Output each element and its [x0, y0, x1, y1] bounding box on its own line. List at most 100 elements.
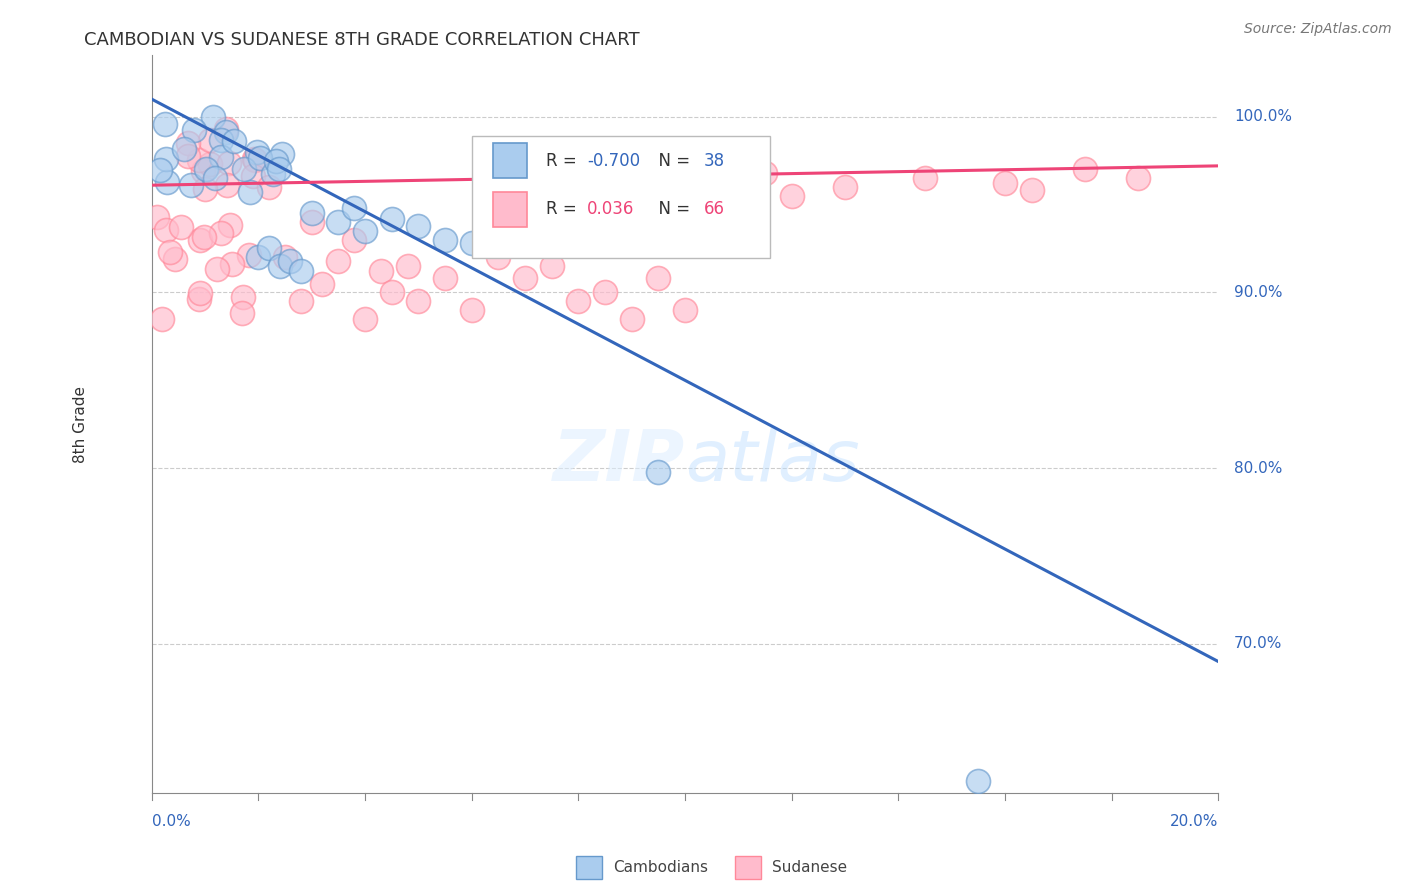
Point [204, 170, 226, 185]
Bar [494, 143, 527, 178]
Point [486, 250, 509, 264]
Point [257, 242, 280, 256]
Point [215, 122, 238, 136]
Point [381, 211, 404, 226]
Point [1128, 171, 1150, 186]
Point [198, 133, 221, 147]
Point [271, 147, 294, 161]
Point [673, 303, 696, 318]
Point [354, 311, 377, 326]
Point [242, 169, 264, 184]
Point [301, 215, 323, 229]
Point [647, 465, 669, 479]
Point [780, 188, 803, 202]
Point [460, 236, 482, 251]
Point [177, 136, 200, 150]
Point [274, 250, 297, 264]
Point [257, 180, 280, 194]
Point [620, 311, 643, 326]
Text: 66: 66 [704, 201, 725, 219]
Point [328, 215, 350, 229]
Point [159, 245, 181, 260]
Point [183, 123, 205, 137]
Point [215, 125, 238, 139]
Point [914, 171, 936, 186]
Text: 8th Grade: 8th Grade [73, 385, 87, 463]
Point [396, 259, 419, 273]
Point [218, 218, 240, 232]
Point [222, 134, 245, 148]
Point [187, 292, 209, 306]
Text: Sudanese: Sudanese [772, 861, 846, 875]
Point [343, 201, 366, 215]
Point [149, 163, 172, 178]
Point [370, 264, 392, 278]
Point [262, 167, 284, 181]
Text: 90.0%: 90.0% [1234, 285, 1282, 300]
Point [155, 223, 177, 237]
Point [209, 150, 232, 164]
Point [301, 206, 323, 220]
Point [188, 153, 211, 167]
Point [247, 250, 270, 264]
Point [513, 271, 536, 285]
Text: 0.036: 0.036 [586, 201, 634, 219]
Point [290, 294, 312, 309]
Point [209, 226, 232, 240]
Text: R =: R = [547, 201, 588, 219]
Point [193, 164, 215, 178]
Text: atlas: atlas [685, 426, 859, 496]
Point [188, 285, 211, 300]
Point [593, 285, 616, 300]
Point [156, 175, 179, 189]
Text: N =: N = [648, 201, 695, 219]
Point [246, 145, 269, 159]
Point [188, 233, 211, 247]
Point [180, 178, 202, 192]
Point [1074, 162, 1097, 177]
Point [540, 259, 562, 273]
Point [193, 230, 215, 244]
Point [278, 253, 301, 268]
Point [155, 116, 177, 130]
Text: 100.0%: 100.0% [1234, 109, 1292, 124]
Text: 70.0%: 70.0% [1234, 636, 1282, 651]
Point [165, 252, 187, 267]
Point [967, 774, 990, 789]
Point [406, 219, 429, 233]
Point [238, 248, 260, 262]
Text: 38: 38 [704, 152, 725, 169]
Point [232, 161, 254, 176]
Point [433, 233, 456, 247]
Point [406, 294, 429, 309]
Point [567, 294, 589, 309]
Point [994, 177, 1017, 191]
Point [1021, 184, 1043, 198]
Point [177, 149, 200, 163]
Point [269, 259, 291, 273]
Text: 20.0%: 20.0% [1170, 814, 1218, 830]
Point [170, 220, 193, 235]
Text: ZIP: ZIP [553, 426, 685, 496]
Point [433, 271, 456, 285]
Point [232, 289, 254, 303]
Point [834, 180, 856, 194]
Text: Cambodians: Cambodians [613, 861, 709, 875]
Point [194, 181, 217, 195]
Point [267, 161, 290, 176]
Point [209, 133, 232, 147]
Point [173, 142, 195, 156]
Text: CAMBODIAN VS SUDANESE 8TH GRADE CORRELATION CHART: CAMBODIAN VS SUDANESE 8TH GRADE CORRELAT… [84, 31, 640, 49]
Point [754, 166, 776, 180]
Point [264, 153, 287, 168]
Point [328, 253, 350, 268]
Text: 0.0%: 0.0% [152, 814, 190, 830]
Point [231, 306, 253, 320]
Point [238, 185, 260, 199]
Point [217, 178, 239, 193]
Bar [494, 192, 527, 227]
Text: R =: R = [547, 152, 582, 169]
Point [354, 224, 377, 238]
Point [647, 271, 669, 285]
Point [343, 233, 366, 247]
